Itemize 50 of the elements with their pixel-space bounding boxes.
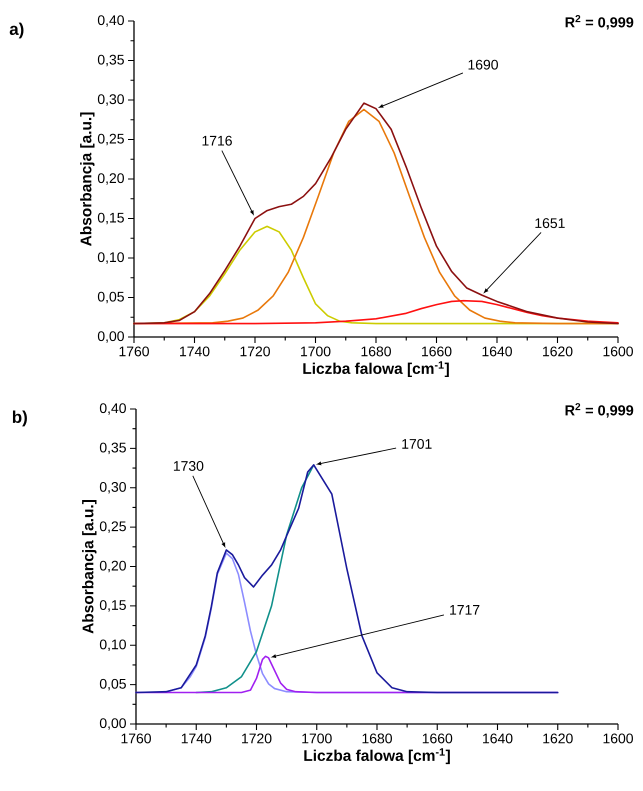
y-tick-label: 0,05 (100, 678, 126, 690)
annotation: 1730 (174, 461, 204, 471)
x-tick-label: 1620 (543, 346, 572, 356)
annotation: R$^{2}$ = 0,999 (566, 15, 634, 30)
y-tick-label: 0,00 (98, 331, 124, 343)
y-tick-label: 0,20 (98, 173, 124, 185)
x-tick-label: 1660 (422, 733, 452, 744)
x-tick-label: 1720 (242, 733, 272, 744)
y-tick-label: 0,35 (100, 442, 126, 454)
x-tick-label: 1700 (301, 346, 330, 356)
y-tick-label: 0,25 (98, 134, 124, 146)
x-axis-title: Liczba falowa [cm$^{-1}$] (304, 748, 450, 764)
chart-title: b) (12, 410, 27, 426)
y-tick-label: 0,20 (100, 560, 126, 572)
annotation: R$^{2}$ = 0,999 (566, 403, 634, 418)
annotation: 1690 (468, 60, 498, 70)
chart-title: a) (10, 22, 24, 38)
x-tick-label: 1700 (302, 733, 332, 744)
y-tick-label: 0,40 (98, 15, 124, 27)
annotation: 1651 (535, 218, 565, 228)
y-axis-title: Absorbancja [a.u.] (80, 112, 94, 246)
x-tick-label: 1680 (362, 733, 392, 744)
y-tick-label: 0,35 (98, 54, 124, 66)
annotation: 1716 (202, 136, 232, 146)
x-tick-label: 1600 (604, 733, 633, 744)
y-tick-label: 0,30 (98, 94, 124, 106)
annotation: 1701 (402, 438, 432, 449)
x-tick-label: 1620 (543, 733, 573, 744)
x-tick-label: 1720 (240, 346, 270, 356)
x-tick-label: 1600 (604, 346, 633, 356)
y-tick-label: 0,15 (100, 600, 126, 612)
y-tick-label: 0,05 (98, 292, 124, 304)
y-tick-label: 0,40 (100, 403, 126, 415)
x-tick-label: 1640 (482, 346, 512, 356)
x-tick-label: 1640 (483, 733, 512, 744)
x-tick-label: 1760 (120, 346, 149, 356)
y-tick-label: 0,10 (98, 252, 124, 264)
x-tick-label: 1740 (182, 733, 212, 744)
y-tick-label: 0,10 (100, 639, 126, 652)
x-tick-label: 1740 (180, 346, 210, 356)
x-axis-title: Liczba falowa [cm$^{-1}$] (303, 361, 449, 378)
y-tick-label: 0,25 (100, 521, 126, 533)
x-tick-label: 1660 (422, 346, 452, 356)
y-axis-title: Absorbancja [a.u.] (82, 500, 96, 634)
y-tick-label: 0,00 (100, 718, 126, 730)
y-tick-label: 0,15 (98, 212, 124, 224)
y-tick-label: 0,30 (100, 482, 126, 494)
annotation: 1717 (450, 605, 480, 615)
x-tick-label: 1680 (362, 346, 391, 356)
x-tick-label: 1760 (122, 733, 151, 744)
